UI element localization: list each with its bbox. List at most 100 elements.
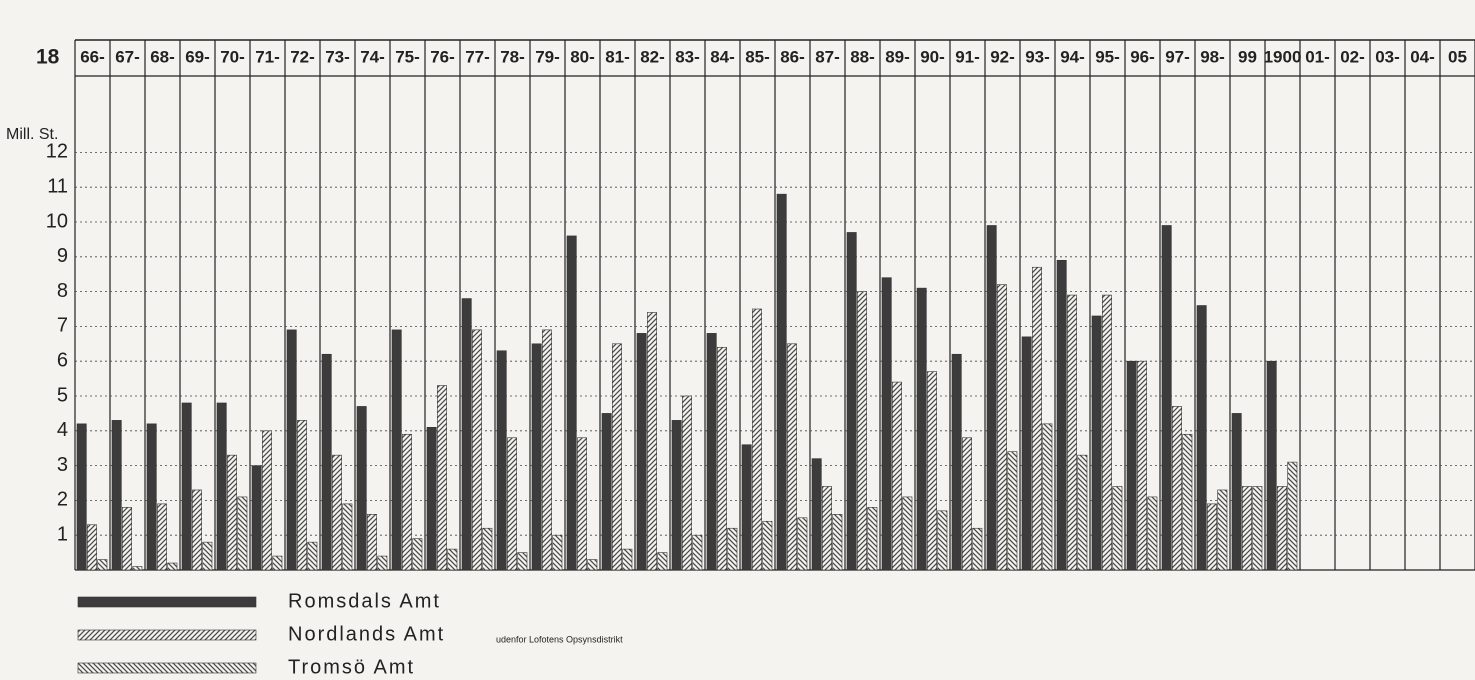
bar	[951, 353, 962, 571]
bar	[426, 427, 437, 571]
bar	[132, 566, 143, 571]
bar	[332, 454, 342, 571]
legend-swatch	[77, 596, 257, 608]
bar	[1287, 461, 1298, 571]
x-tick-label: 88-	[850, 47, 875, 66]
bar	[76, 423, 87, 571]
y-tick-label: 8	[57, 280, 68, 302]
bar	[251, 465, 262, 571]
bar	[612, 343, 622, 571]
x-tick-label: 89-	[885, 47, 910, 66]
x-tick-label: 92-	[990, 47, 1015, 66]
bar	[461, 298, 472, 571]
bar	[1196, 305, 1207, 571]
bar	[437, 385, 447, 571]
bar	[1091, 315, 1102, 571]
y-tick-label: 1	[57, 523, 68, 545]
bar	[1067, 294, 1077, 571]
x-tick-label: 70-	[220, 47, 245, 66]
bar	[622, 548, 633, 571]
x-tick-label: 97-	[1165, 47, 1190, 66]
bar	[881, 277, 892, 571]
x-tick-label: 67-	[115, 47, 140, 66]
bar	[811, 458, 822, 571]
x-tick-label: 80-	[570, 47, 595, 66]
x-tick-label: 83-	[675, 47, 700, 66]
bar	[1172, 406, 1182, 571]
y-tick-label: 11	[47, 175, 68, 197]
bar	[1242, 486, 1252, 571]
bar	[216, 402, 227, 571]
x-tick-label: 03-	[1375, 47, 1400, 66]
x-tick-label: 99	[1238, 47, 1257, 66]
x-tick-label: 93-	[1025, 47, 1050, 66]
bar	[1077, 454, 1088, 571]
y-axis-label: Mill. St.	[6, 126, 58, 143]
bar	[1277, 486, 1287, 571]
x-tick-label: 87-	[815, 47, 840, 66]
bar	[1112, 486, 1123, 571]
legend-label: Romsdals Amt	[288, 590, 441, 612]
bar	[342, 503, 353, 571]
bar	[1217, 489, 1228, 571]
y-tick-label: 9	[57, 245, 68, 267]
bar	[727, 527, 738, 571]
bar	[741, 444, 752, 571]
bar	[1056, 259, 1067, 571]
bar	[587, 559, 598, 571]
y-tick-label: 3	[57, 454, 68, 476]
bar	[167, 562, 178, 571]
bar	[307, 541, 318, 571]
bar	[412, 538, 423, 571]
bar	[902, 496, 913, 571]
bar	[927, 371, 937, 571]
bar	[377, 555, 388, 571]
bar	[892, 381, 902, 571]
bar	[1042, 423, 1053, 571]
bar	[962, 437, 972, 571]
x-tick-label: 78-	[500, 47, 525, 66]
bar	[321, 353, 332, 571]
bar	[647, 312, 657, 571]
bar	[1137, 360, 1147, 571]
bar	[1161, 225, 1172, 571]
bar	[787, 343, 797, 571]
y-tick-label: 6	[57, 349, 68, 371]
bar	[822, 486, 832, 571]
x-tick-label: 73-	[325, 47, 350, 66]
bar	[797, 517, 808, 571]
bar	[402, 433, 412, 571]
bar	[692, 534, 703, 571]
x-tick-label: 79-	[535, 47, 560, 66]
bar	[391, 329, 402, 571]
annotation: udenfor Lofotens Opsynsdistrikt	[496, 634, 623, 644]
legend-label: Nordlands Amt	[288, 623, 445, 645]
x-tick-label: 81-	[605, 47, 630, 66]
bar	[297, 420, 307, 571]
bar	[1182, 433, 1193, 571]
bar	[671, 420, 682, 571]
x-tick-label: 77-	[465, 47, 490, 66]
x-tick-label: 02-	[1340, 47, 1365, 66]
bar	[706, 333, 717, 571]
x-tick-label: 94-	[1060, 47, 1085, 66]
x-tick-label: 05	[1448, 47, 1467, 66]
bar	[496, 350, 507, 571]
header-prefix: 18	[36, 46, 60, 69]
x-tick-label: 76-	[430, 47, 455, 66]
bar	[1147, 496, 1158, 571]
bar	[1102, 294, 1112, 571]
bar	[832, 514, 843, 571]
bar	[447, 548, 458, 571]
x-tick-label: 75-	[395, 47, 420, 66]
bar	[472, 329, 482, 571]
bar	[657, 552, 668, 571]
bar	[531, 343, 542, 571]
bar	[356, 406, 367, 571]
x-tick-label: 01-	[1305, 47, 1330, 66]
bar	[286, 329, 297, 571]
bar	[192, 489, 202, 571]
legend-label: Tromsö Amt	[288, 656, 415, 678]
x-tick-label: 72-	[290, 47, 315, 66]
